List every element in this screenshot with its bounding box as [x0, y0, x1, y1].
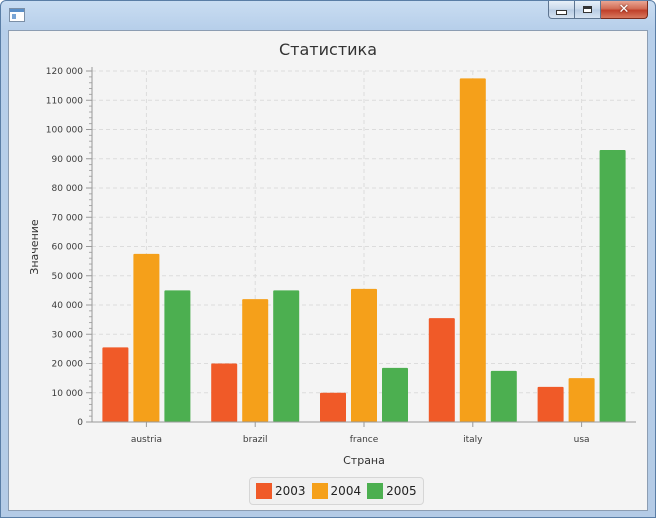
bar-2005-france — [382, 367, 408, 422]
x-tick-label: france — [350, 435, 379, 445]
x-tick-label: italy — [463, 435, 483, 445]
chart-axes — [86, 67, 636, 427]
bar-2003-usa — [537, 386, 564, 422]
window-controls: ✕ — [548, 1, 648, 21]
y-tick-label: 70 000 — [52, 213, 84, 223]
x-axis-title: Страна — [343, 454, 385, 467]
bar-2004-austria — [133, 253, 160, 422]
y-tick-label: 50 000 — [52, 272, 84, 282]
y-tick-labels: 0 10 000 20 000 30 000 40 000 50 000 60 000 70 … — [46, 67, 83, 428]
y-tick-label: 100 000 — [46, 126, 83, 136]
legend-label: 2005 — [386, 484, 417, 498]
bar-2005-italy — [490, 370, 517, 422]
bar-2003-austria — [102, 347, 129, 422]
close-button[interactable]: ✕ — [601, 1, 648, 19]
y-tick-label: 120 000 — [46, 67, 83, 77]
close-icon: ✕ — [618, 2, 630, 17]
bar-2003-france — [320, 392, 346, 422]
minimize-icon — [556, 10, 567, 15]
minimize-button[interactable] — [548, 1, 575, 19]
chart-legend: 2003 2004 2005 — [249, 477, 424, 505]
bar-2004-italy — [459, 78, 486, 422]
bar-2003-italy — [428, 318, 455, 422]
y-tick-label: 10 000 — [52, 389, 84, 399]
x-tick-label: usa — [574, 435, 590, 445]
bar-2004-usa — [568, 378, 595, 422]
bar-2003-brazil — [211, 363, 238, 422]
title-bar[interactable]: ✕ — [1, 1, 655, 31]
legend-label: 2004 — [330, 484, 362, 498]
y-tick-label: 90 000 — [52, 155, 84, 165]
chart-bars — [102, 78, 626, 422]
y-tick-label: 40 000 — [52, 301, 84, 311]
y-tick-label: 60 000 — [52, 243, 84, 253]
legend-item-2005: 2005 — [367, 483, 417, 499]
y-tick-label: 110 000 — [46, 96, 83, 106]
legend-item-2003: 2003 — [256, 483, 306, 499]
chart-panel: Статистика 0 10 000 20 000 30 000 40 000 50 0… — [8, 30, 648, 511]
x-tick-label: brazil — [243, 435, 268, 445]
bar-2005-brazil — [273, 290, 300, 422]
bar-2004-brazil — [242, 299, 269, 422]
legend-label: 2003 — [275, 484, 306, 498]
y-tick-label: 0 — [77, 418, 83, 428]
maximize-button[interactable] — [575, 1, 601, 19]
y-tick-label: 30 000 — [52, 330, 84, 340]
legend-item-2004: 2004 — [311, 483, 362, 499]
legend-swatch-2004 — [311, 483, 328, 499]
y-axis-title: Значение — [28, 219, 41, 275]
legend-swatch-2003 — [256, 483, 272, 499]
y-tick-label: 80 000 — [52, 184, 84, 194]
y-tick-label: 20 000 — [52, 360, 84, 370]
bar-2005-usa — [599, 149, 626, 422]
app-icon[interactable] — [9, 8, 25, 22]
bar-chart: Статистика 0 10 000 20 000 30 000 40 000 50 0… — [28, 40, 636, 467]
legend-swatch-2005 — [367, 483, 384, 499]
x-tick-label: austria — [131, 435, 162, 445]
x-tick-labels: austria brazil france italy usa — [131, 435, 590, 445]
bar-2005-austria — [164, 290, 191, 422]
maximize-icon — [583, 6, 592, 13]
chart-title: Статистика — [279, 40, 377, 59]
bar-2004-france — [351, 288, 377, 422]
